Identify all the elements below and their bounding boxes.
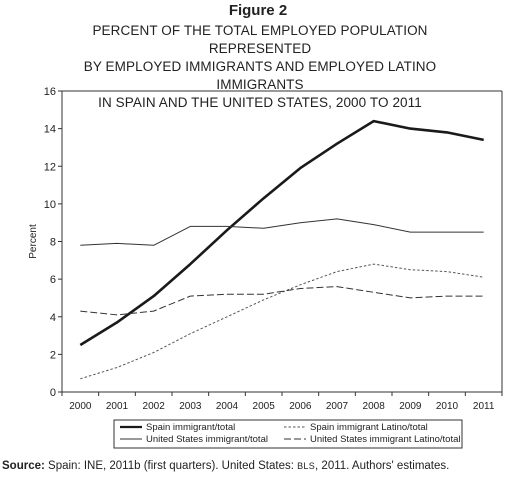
x-tick-label: 2007 [326, 401, 349, 412]
source-text-2: , 2011. Authors' estimates. [315, 460, 450, 472]
legend-label-4: United States immigrant Latino/total [310, 434, 461, 445]
source-label: Source: [2, 460, 45, 472]
source-note: Source: Spain: INE, 2011b (first quarter… [2, 460, 449, 472]
chart-title: PERCENT OF THE TOTAL EMPLOYED POPULATION… [40, 22, 480, 112]
series-line-1 [79, 119, 484, 347]
y-axis-title: Percent [28, 224, 39, 259]
y-tick-label: 0 [50, 387, 56, 399]
x-tick-label: 2004 [216, 401, 239, 412]
legend-label-3: United States immigrant/total [146, 434, 268, 445]
x-tick-label: 2005 [253, 401, 276, 412]
x-tick-label: 2003 [179, 401, 202, 412]
y-tick-label: 14 [44, 124, 56, 136]
y-tick-label: 2 [50, 349, 56, 361]
series-line-3 [80, 218, 484, 246]
x-tick-label: 2002 [143, 401, 166, 412]
x-tick-label: 2008 [363, 401, 386, 412]
legend-label-1: Spain immigrant/total [146, 422, 235, 433]
series-line-4 [80, 286, 484, 316]
y-tick-label: 4 [50, 312, 56, 324]
y-tick-label: 8 [50, 237, 56, 249]
y-tick-label: 6 [50, 274, 56, 286]
x-tick-label: 2010 [436, 401, 459, 412]
legend-box [113, 419, 463, 449]
figure-label: Figure 2 [228, 2, 288, 19]
x-tick-label: 2011 [473, 401, 495, 412]
x-tick-label: 2001 [106, 401, 129, 412]
y-tick-label: 16 [44, 86, 56, 98]
line-chart: 0 2 4 6 8 10 12 14 16 Percent 2000 2001 2002 2003 2004… [28, 86, 503, 449]
legend-label-2: Spain immigrant Latino/total [310, 422, 428, 433]
title-line-3: IN SPAIN AND THE UNITED STATES, 2000 TO … [98, 95, 422, 110]
x-tick-label: 2009 [399, 401, 422, 412]
source-text-1: Spain: INE, 2011b (first quarters). Unit… [48, 460, 298, 472]
title-line-2: BY EMPLOYED IMMIGRANTS AND EMPLOYED LATI… [83, 59, 437, 92]
y-tick-label: 10 [44, 199, 56, 211]
title-line-1: PERCENT OF THE TOTAL EMPLOYED POPULATION… [92, 23, 428, 56]
series-line-2 [80, 263, 484, 380]
x-tick-label: 2000 [69, 401, 92, 412]
y-tick-label: 12 [44, 161, 56, 173]
source-bls: BLS [297, 461, 316, 471]
x-tick-label: 2006 [289, 401, 312, 412]
